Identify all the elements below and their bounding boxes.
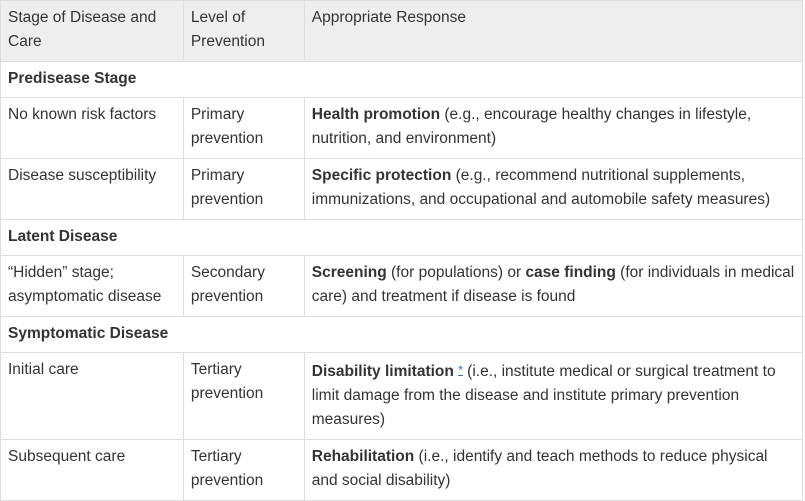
- response-text: (for populations) or: [386, 264, 526, 281]
- response-cell: Screening (for populations) or case find…: [303, 255, 804, 317]
- section-row: Latent Disease: [0, 219, 803, 256]
- level-cell: Tertiary prevention: [182, 439, 305, 501]
- table-row: “Hidden” stage; asymptomatic disease Sec…: [0, 255, 804, 317]
- level-cell: Primary prevention: [182, 158, 305, 220]
- section-row: Symptomatic Disease: [0, 316, 803, 353]
- response-term: Specific protection: [311, 167, 452, 184]
- level-cell: Primary prevention: [182, 97, 305, 159]
- response-text: (e.g., recommend nutritional supplements…: [311, 167, 771, 208]
- table-body: Predisease Stage No known risk factors P…: [0, 61, 804, 501]
- table-row: Subsequent care Tertiary prevention Reha…: [0, 439, 804, 501]
- section-title: Symptomatic Disease: [0, 316, 803, 353]
- stage-cell: No known risk factors: [0, 97, 184, 159]
- header-response: Appropriate Response: [303, 0, 804, 62]
- stage-cell: Disease susceptibility: [0, 158, 184, 220]
- table-row: No known risk factors Primary prevention…: [0, 97, 804, 159]
- level-cell: Tertiary prevention: [182, 352, 305, 440]
- section-title: Latent Disease: [0, 219, 803, 256]
- response-term: Screening: [311, 264, 387, 281]
- response-term: Disability limitation: [311, 363, 454, 380]
- section-title: Predisease Stage: [0, 61, 803, 98]
- response-term: Health promotion: [311, 106, 441, 123]
- response-text: (i.e., identify and teach methods to red…: [311, 448, 768, 489]
- table-row: Initial care Tertiary prevention Disabil…: [0, 352, 804, 440]
- section-row: Predisease Stage: [0, 61, 803, 98]
- response-cell: Health promotion (e.g., encourage health…: [303, 97, 804, 159]
- table-header: Stage of Disease and Care Level of Preve…: [0, 0, 804, 62]
- response-cell: Rehabilitation (i.e., identify and teach…: [303, 439, 804, 501]
- stage-cell: Subsequent care: [0, 439, 184, 501]
- footnote-link[interactable]: *: [458, 363, 463, 377]
- response-term: Rehabilitation: [311, 448, 415, 465]
- response-cell: Disability limitation * (i.e., institute…: [303, 352, 804, 440]
- response-text-2: (for individuals in medical care) and tr…: [311, 264, 795, 305]
- response-term-2: case finding: [525, 264, 616, 281]
- response-text: (i.e., institute medical or surgical tre…: [311, 363, 776, 428]
- header-level: Level of Prevention: [182, 0, 305, 62]
- stage-cell: Initial care: [0, 352, 184, 440]
- response-cell: Specific protection (e.g., recommend nut…: [303, 158, 804, 220]
- header-stage: Stage of Disease and Care: [0, 0, 184, 62]
- stage-cell: “Hidden” stage; asymptomatic disease: [0, 255, 184, 317]
- table-row: Disease susceptibility Primary preventio…: [0, 158, 804, 220]
- response-text: (e.g., encourage healthy changes in life…: [311, 106, 752, 147]
- header-row: Stage of Disease and Care Level of Preve…: [0, 0, 804, 62]
- level-cell: Secondary prevention: [182, 255, 305, 317]
